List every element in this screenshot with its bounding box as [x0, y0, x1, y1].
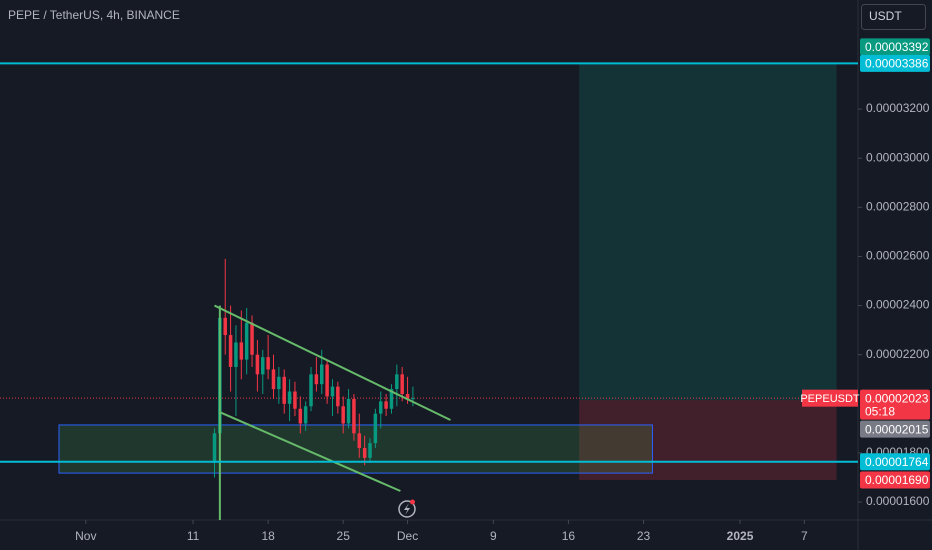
chart-title: PEPE / TetherUS, 4h, BINANCE — [8, 8, 180, 22]
plot — [0, 62, 858, 520]
candle-body — [330, 386, 335, 397]
price-tag — [860, 453, 930, 471]
candle-body — [378, 401, 383, 414]
profit-zone — [579, 63, 837, 401]
x-tick-label: 7 — [801, 529, 808, 543]
currency-label[interactable]: USDT — [869, 9, 902, 23]
candle-body — [368, 443, 372, 458]
price-tag-label: 0.00003392 — [865, 40, 929, 54]
x-tick-label: 16 — [562, 529, 576, 543]
x-tick-label: 2025 — [727, 529, 754, 543]
candle-body — [271, 369, 276, 390]
price-tag-label: 0.00003386 — [865, 57, 929, 71]
candle-body — [389, 389, 394, 409]
alert-bolt[interactable] — [404, 503, 410, 515]
x-tick-label: Dec — [397, 529, 418, 543]
trendline — [214, 304, 451, 421]
price-tag-label: 0.00001764 — [865, 455, 929, 469]
candle-body — [325, 364, 329, 397]
candle-body — [357, 433, 362, 449]
y-tick-label: 0.00002400 — [866, 298, 930, 312]
price-countdown: 05:18 — [865, 404, 895, 418]
alert-icon[interactable] — [398, 499, 416, 518]
candle-body — [346, 398, 351, 424]
candle-body — [293, 391, 297, 409]
price-tag — [860, 38, 930, 56]
candle-body — [298, 408, 303, 424]
y-tick-label: 0.00002600 — [866, 249, 930, 263]
symbol-label: PEPEUSDT — [800, 393, 860, 405]
candle-body — [303, 406, 308, 424]
candle-body — [336, 386, 340, 407]
symbol-tag — [802, 389, 858, 407]
candle-body — [395, 374, 399, 390]
price-tag — [860, 389, 930, 420]
candle-body — [362, 448, 367, 458]
x-tick-label: 11 — [187, 529, 200, 543]
alert-circle[interactable] — [398, 500, 416, 518]
price-tag — [860, 54, 930, 72]
candle-body — [314, 374, 319, 385]
candle-body — [228, 335, 233, 367]
candle-body — [320, 364, 324, 385]
candle-body — [384, 401, 388, 409]
price-tag-label: 0.00002023 — [865, 391, 929, 405]
price-tag-label: 0.00002015 — [865, 422, 929, 436]
candle-body — [309, 374, 313, 407]
candle-body — [212, 433, 217, 463]
y-tick-label: 0.00001600 — [866, 494, 930, 508]
candle-body — [255, 354, 260, 375]
candle-body — [373, 413, 378, 444]
trendline — [219, 411, 401, 492]
candle-body — [250, 322, 254, 355]
alert-dot[interactable] — [410, 499, 415, 505]
candle-body — [405, 393, 410, 399]
y-tick-label: 0.00003000 — [866, 150, 930, 164]
support-zone — [58, 424, 653, 474]
candle-body — [411, 398, 415, 400]
candle-body — [352, 398, 356, 434]
y-tick-label: 0.00002800 — [866, 199, 930, 213]
currency-button[interactable] — [861, 4, 926, 30]
x-tick-label: 9 — [490, 529, 497, 543]
price-tag-label: 0.00001690 — [865, 473, 929, 487]
candle-body — [400, 374, 404, 394]
candle-body — [234, 342, 238, 367]
candle-body — [239, 342, 244, 360]
candle-body — [282, 376, 286, 404]
loss-zone — [579, 400, 837, 480]
candle-body — [244, 322, 249, 360]
price-tag — [860, 420, 930, 438]
x-tick-label: 25 — [337, 529, 351, 543]
candle-body — [266, 357, 270, 370]
candle-body — [277, 376, 281, 390]
candle-body — [341, 406, 345, 424]
candle-body — [261, 357, 265, 375]
candle-body — [223, 317, 227, 336]
price-tag — [860, 471, 930, 489]
y-tick-label: 0.00002200 — [866, 347, 930, 361]
x-tick-label: 23 — [637, 529, 651, 543]
y-tick-label: 0.00003200 — [866, 101, 930, 115]
x-tick-label: 18 — [261, 529, 275, 543]
x-tick-label: Nov — [75, 529, 96, 543]
candle-body — [287, 391, 292, 404]
